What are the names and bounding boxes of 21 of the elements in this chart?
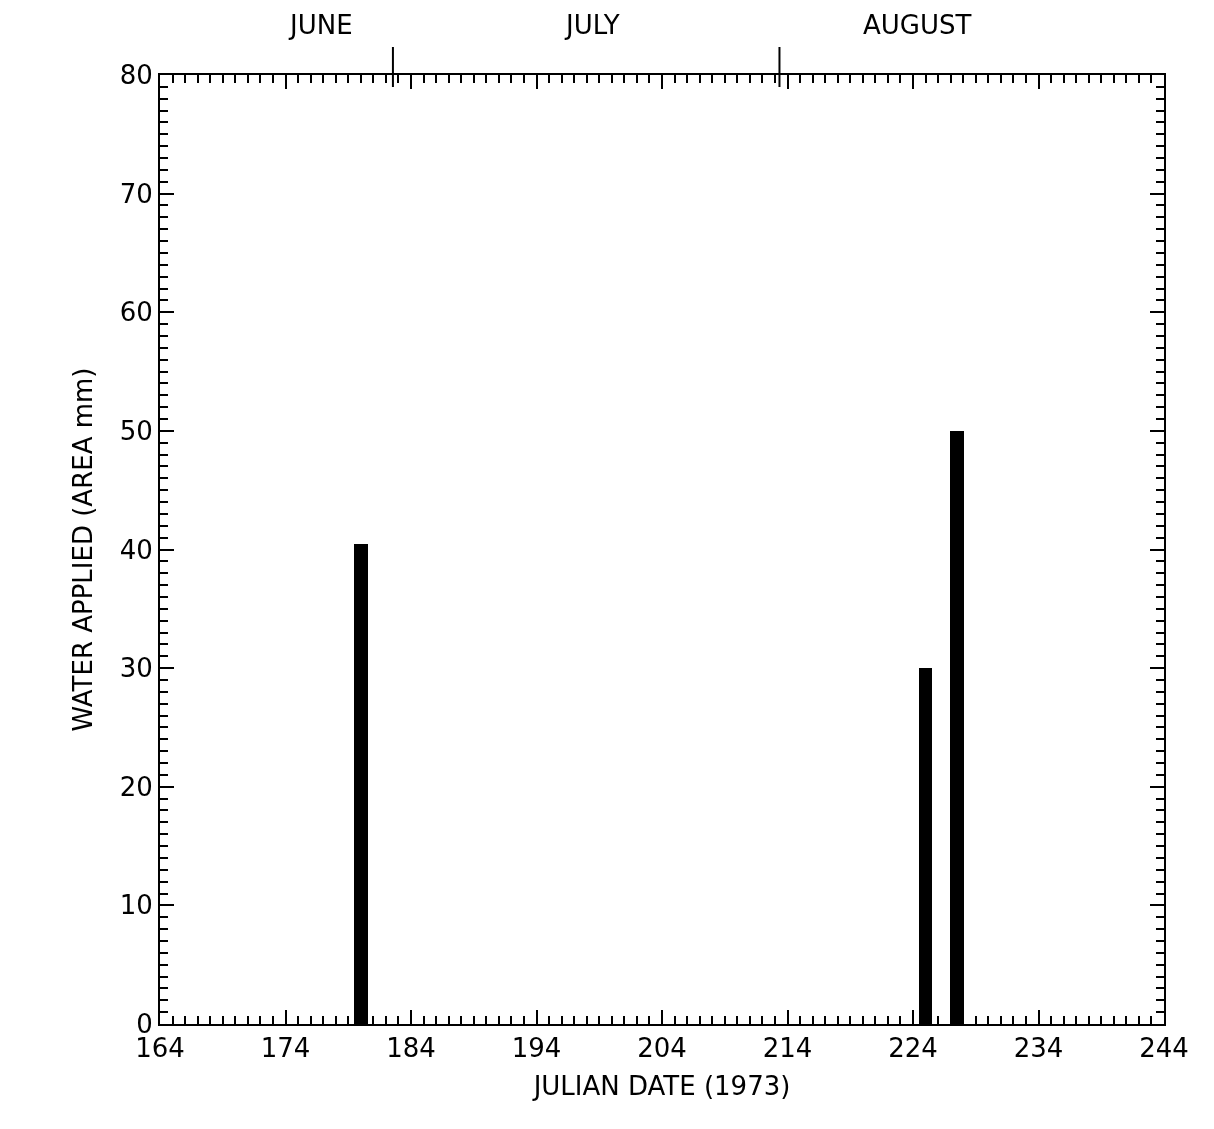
text: AUGUST — [863, 10, 972, 40]
x-tick-label: 214 — [762, 1033, 813, 1064]
x-tick-label: 234 — [1013, 1033, 1064, 1064]
y-tick-label: 30 — [119, 653, 153, 684]
y-tick-label: 80 — [119, 60, 153, 91]
x-tick-label: 244 — [1139, 1033, 1189, 1064]
text: JULY — [564, 10, 620, 40]
y-tick-label: 60 — [119, 297, 153, 328]
text: JUNE — [288, 10, 353, 40]
x-tick-label: 174 — [260, 1033, 311, 1064]
y-tick-label: 50 — [119, 415, 153, 446]
x-tick-label: 194 — [511, 1033, 562, 1064]
y-tick-label: 40 — [119, 534, 153, 565]
y-tick-label: 70 — [119, 178, 153, 209]
y-tick-label: 10 — [119, 890, 153, 921]
x-tick-label: 204 — [637, 1033, 687, 1064]
x-tick-label: 224 — [888, 1033, 938, 1064]
y-tick-label: 20 — [119, 771, 153, 802]
y-axis-title: WATER APPLIED (AREA mm) — [67, 367, 98, 732]
x-axis-title: JULIAN DATE (1973) — [531, 1071, 791, 1102]
x-tick-label: 184 — [386, 1033, 436, 1064]
